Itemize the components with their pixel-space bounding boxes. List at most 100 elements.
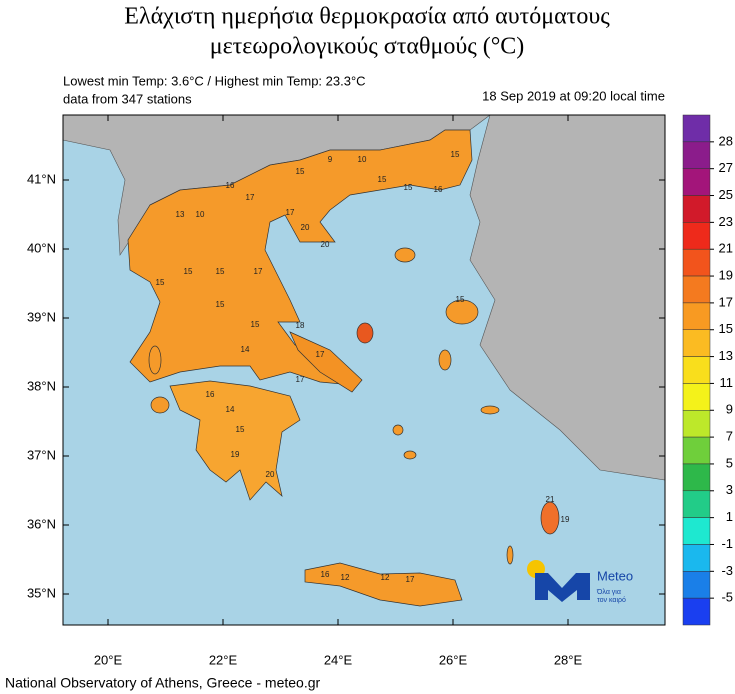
station-value: 14 — [241, 345, 250, 354]
colorbar-label: -5 — [721, 590, 733, 605]
footer: National Observatory of Athens, Greece -… — [5, 675, 320, 691]
y-tick-label: 36°N — [27, 516, 56, 531]
station-value: 16 — [434, 185, 443, 194]
title-line: μετεωρολογικούς σταθμούς (°C) — [210, 34, 525, 60]
station-value: 15 — [184, 267, 193, 276]
colorbar-label: 21 — [719, 241, 733, 256]
station-value: 12 — [381, 573, 390, 582]
colorbar-label: 7 — [726, 429, 733, 444]
colorbar-box — [682, 410, 711, 438]
colorbar-box — [682, 302, 711, 330]
colorbar-label: 27 — [719, 160, 733, 175]
station-value: 14 — [226, 405, 235, 414]
colorbar-box — [682, 114, 711, 143]
colorbar-label: 17 — [719, 294, 733, 309]
station-value: 18 — [296, 321, 305, 330]
logo: Meteo Όλα για τον καιρό — [527, 560, 633, 604]
colorbar-box — [682, 195, 711, 223]
x-tick-label: 26°E — [439, 652, 468, 667]
station-value: 16 — [226, 181, 235, 190]
station-value: 15 — [404, 183, 413, 192]
station-value: 20 — [321, 240, 330, 249]
colorbar-label: 23 — [719, 214, 733, 229]
station-value: 10 — [358, 155, 367, 164]
station-value: 15 — [456, 295, 465, 304]
colorbar-box — [682, 544, 711, 572]
colorbar-box — [682, 329, 711, 357]
station-value: 17 — [246, 193, 255, 202]
chios — [438, 349, 452, 371]
colorbar-label: 13 — [719, 348, 733, 363]
colorbar-box — [682, 436, 711, 465]
x-tick-label: 22°E — [209, 652, 238, 667]
crete — [304, 562, 463, 607]
y-tick-label: 39°N — [27, 309, 56, 324]
station-value: 9 — [328, 155, 333, 164]
y-tick-label: 40°N — [27, 240, 56, 255]
peloponnese — [169, 380, 301, 501]
y-tick-label: 38°N — [27, 378, 56, 393]
station-value: 17 — [316, 350, 325, 359]
island — [392, 424, 404, 436]
station-value: 10 — [196, 210, 205, 219]
stations: 9 10 15 15 16 15 15 16 17 17 20 20 13 10 15 15 15 17 15 15 1… — [156, 150, 570, 584]
colorbar-box — [682, 141, 711, 169]
colorbar-box — [682, 168, 711, 196]
colorbar-label: 9 — [726, 402, 733, 417]
station-value: 19 — [231, 450, 240, 459]
colorbar-box — [682, 383, 711, 411]
y-tick-label: 37°N — [27, 447, 56, 462]
colorbar-box — [682, 517, 711, 545]
colorbar-box — [682, 275, 711, 304]
evia — [289, 331, 363, 393]
extremes: Lowest min Temp: 3.6°C / Highest min Tem… — [63, 73, 366, 88]
colorbar-box — [682, 463, 711, 492]
colorbar-label: 1 — [726, 509, 733, 524]
rhodes — [540, 501, 560, 535]
station-value: 15 — [451, 150, 460, 159]
colorbar-box — [682, 597, 711, 626]
date: 18 Sep 2019 at 09:20 local time — [482, 88, 665, 103]
colorbar-box — [682, 356, 711, 384]
station-value: 15 — [156, 278, 165, 287]
station-value: 16 — [206, 390, 215, 399]
logo-tagline: Όλα για — [596, 589, 621, 596]
station-value: 17 — [406, 575, 415, 584]
colorbar-label: 11 — [720, 375, 734, 390]
colorbar-label: 25 — [719, 187, 733, 202]
colorbar-label: -1 — [721, 536, 733, 551]
island — [480, 405, 500, 415]
station-value: 17 — [286, 208, 295, 217]
station-value: 15 — [378, 175, 387, 184]
station-value: 15 — [296, 167, 305, 176]
colorbar-label: -3 — [721, 563, 733, 578]
logo-tagline: τον καιρό — [597, 596, 626, 604]
colorbar-label: 5 — [726, 455, 733, 470]
colorbar-label: 3 — [726, 482, 733, 497]
station-value: 17 — [254, 267, 263, 276]
station-value: 15 — [216, 267, 225, 276]
station-value: 15 — [236, 425, 245, 434]
lemnos — [356, 322, 374, 344]
station-value: 20 — [301, 223, 310, 232]
logo-name: Meteo — [597, 568, 633, 583]
station-value: 13 — [176, 210, 185, 219]
station-value: 15 — [251, 320, 260, 329]
logo-mark — [535, 573, 590, 602]
lesvos — [445, 299, 479, 325]
kefalonia — [150, 396, 170, 414]
mainland-greece — [127, 129, 473, 386]
island — [506, 545, 514, 565]
station-value: 15 — [216, 300, 225, 309]
colorbar-box — [682, 248, 711, 277]
colorbar-box — [682, 490, 711, 518]
y-tick-label: 41°N — [27, 171, 56, 186]
station-value: 21 — [546, 495, 555, 504]
island — [403, 450, 417, 460]
y-tick-label: 35°N — [27, 585, 56, 600]
map-frame — [62, 114, 666, 626]
station-value: 20 — [266, 470, 275, 479]
map: Meteo Όλα για τον καιρό — [62, 114, 666, 626]
x-tick-label: 20°E — [94, 652, 123, 667]
